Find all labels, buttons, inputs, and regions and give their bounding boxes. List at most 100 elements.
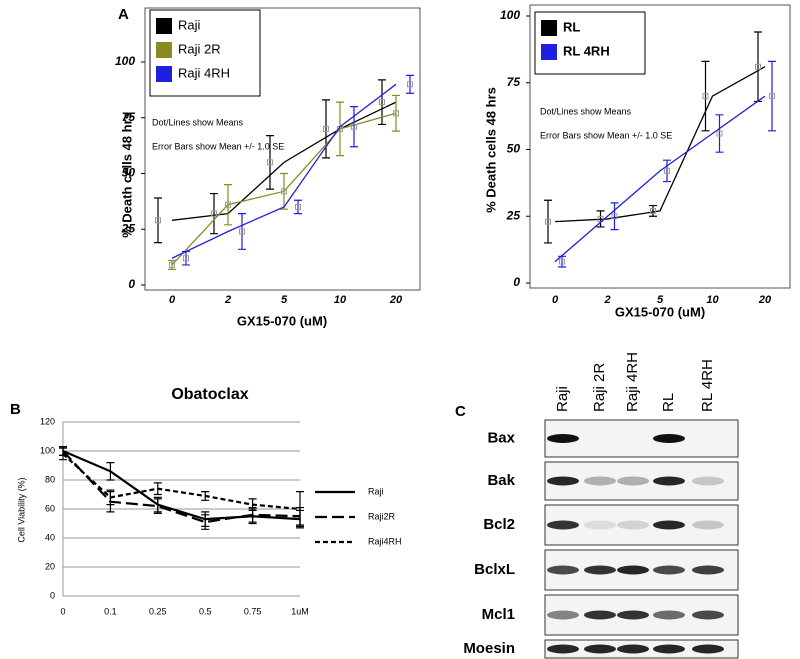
error-bar bbox=[59, 447, 67, 461]
y-axis-label: % Death cells 48 hrs bbox=[119, 112, 134, 238]
y-tick-label: 0 bbox=[50, 590, 55, 600]
protein-label: BclxL bbox=[474, 561, 515, 578]
x-tick-label: 10 bbox=[334, 294, 347, 306]
mean-marker bbox=[155, 217, 161, 224]
error-bar bbox=[210, 192, 218, 235]
error-bar bbox=[715, 114, 724, 153]
x-tick-label: 0 bbox=[169, 294, 176, 306]
error-bar bbox=[106, 462, 115, 481]
mean-marker bbox=[769, 93, 775, 100]
legend-label: Raji bbox=[368, 486, 384, 496]
error-bar bbox=[596, 210, 605, 228]
protein-label: Bak bbox=[487, 472, 515, 489]
mean-marker bbox=[211, 210, 217, 217]
series-line bbox=[62, 453, 301, 511]
legend-label: Raji 2R bbox=[178, 41, 221, 56]
y-tick-label: 120 bbox=[40, 416, 55, 426]
blot-band bbox=[617, 520, 649, 530]
mean-marker bbox=[351, 123, 357, 130]
blot-band bbox=[692, 565, 724, 575]
blot-band bbox=[653, 476, 685, 486]
blot-band bbox=[692, 610, 724, 620]
y-tick-label: 75 bbox=[507, 75, 521, 89]
error-bar bbox=[294, 199, 302, 215]
error-bar bbox=[350, 106, 358, 148]
error-bar bbox=[701, 60, 710, 132]
legend-swatch bbox=[156, 18, 172, 34]
legend-label: Raji bbox=[178, 17, 201, 32]
mean-marker bbox=[393, 110, 399, 117]
y-tick-label: 25 bbox=[121, 221, 136, 235]
error-bar bbox=[248, 498, 257, 512]
legend-swatch bbox=[156, 66, 172, 82]
y-tick-label: 0 bbox=[128, 277, 135, 291]
blot-band bbox=[584, 644, 616, 654]
x-tick-label: 0.75 bbox=[244, 606, 262, 616]
error-bar bbox=[201, 514, 210, 530]
y-axis-label: % Death cells 48 hrs bbox=[483, 87, 498, 213]
error-bar bbox=[610, 202, 619, 231]
y-tick-label: 25 bbox=[506, 208, 521, 222]
blot-band bbox=[547, 644, 579, 654]
error-bar bbox=[201, 491, 210, 501]
error-bar bbox=[182, 250, 190, 266]
error-bar bbox=[266, 134, 274, 190]
panel-label: C bbox=[455, 403, 466, 420]
y-tick-label: 50 bbox=[122, 166, 136, 180]
mean-marker bbox=[611, 213, 618, 220]
x-tick-label: 20 bbox=[758, 294, 772, 306]
x-tick-label: 0 bbox=[60, 606, 65, 616]
blot-band bbox=[692, 476, 724, 486]
error-bar bbox=[768, 60, 776, 132]
y-axis-label: Cell Viability (%) bbox=[16, 477, 26, 542]
chart-title: Obatoclax bbox=[171, 386, 248, 403]
legend-label: Raji4RH bbox=[368, 536, 402, 546]
mean-marker bbox=[702, 93, 709, 100]
blot-band bbox=[653, 565, 685, 575]
mean-marker bbox=[183, 255, 189, 262]
lane-label: Raji bbox=[554, 386, 571, 412]
error-bar bbox=[153, 498, 162, 514]
lane-label: RL bbox=[660, 393, 677, 412]
protein-label: Bcl2 bbox=[483, 516, 515, 533]
y-tick-label: 75 bbox=[122, 110, 136, 124]
x-tick-label: 2 bbox=[224, 294, 231, 306]
series-line bbox=[554, 66, 766, 223]
legend-label: RL 4RH bbox=[563, 43, 610, 58]
x-tick-label: 5 bbox=[281, 294, 288, 306]
error-bar bbox=[406, 74, 414, 94]
blot-band bbox=[653, 434, 685, 443]
y-tick-label: 100 bbox=[40, 445, 55, 455]
error-bar bbox=[336, 101, 344, 157]
error-bar bbox=[558, 255, 566, 268]
plot-frame bbox=[144, 7, 421, 291]
y-tick-label: 60 bbox=[45, 503, 55, 513]
blot-band bbox=[584, 520, 616, 530]
mean-marker bbox=[559, 258, 565, 265]
mean-marker bbox=[650, 207, 656, 214]
blot-band bbox=[692, 520, 724, 530]
error-bar bbox=[106, 489, 115, 506]
lane-label: Raji 4RH bbox=[624, 352, 641, 412]
plot-frame bbox=[529, 4, 791, 289]
x-tick-label: 2 bbox=[603, 294, 610, 306]
legend-label: RL bbox=[563, 19, 580, 34]
x-tick-label: 0.25 bbox=[149, 606, 167, 616]
legend-label: Raji2R bbox=[368, 511, 396, 521]
error-bar bbox=[238, 213, 246, 250]
protein-label: Mcl1 bbox=[482, 606, 515, 623]
blot-band bbox=[617, 476, 649, 486]
y-tick-label: 100 bbox=[500, 8, 520, 22]
mean-marker bbox=[545, 218, 551, 225]
x-axis-label: GX15-070 (uM) bbox=[237, 313, 327, 328]
blot-band bbox=[692, 644, 724, 654]
lane-label: RL 4RH bbox=[699, 359, 716, 412]
mean-marker bbox=[379, 99, 385, 106]
blot-band bbox=[617, 565, 649, 575]
blot-band bbox=[617, 644, 649, 654]
mean-marker bbox=[267, 159, 273, 166]
annotation: Dot/Lines show Means bbox=[152, 117, 244, 127]
blot-band bbox=[653, 610, 685, 620]
annotation: Error Bars show Mean +/- 1.0 SE bbox=[540, 130, 672, 140]
legend-swatch bbox=[541, 44, 557, 60]
